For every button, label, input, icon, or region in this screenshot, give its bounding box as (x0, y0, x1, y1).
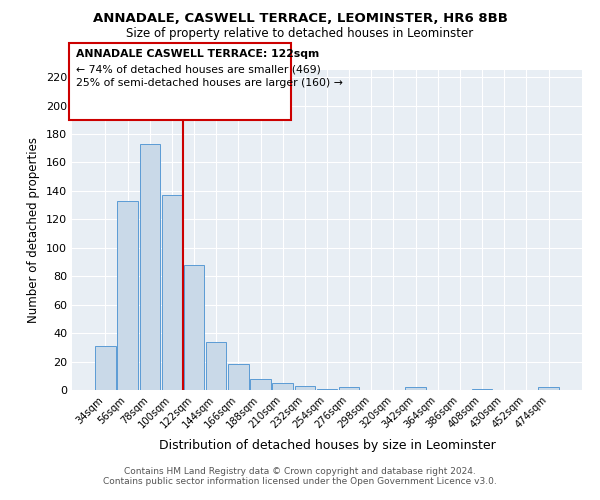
Bar (118, 201, 138, 390)
Y-axis label: Number of detached properties: Number of detached properties (28, 137, 40, 323)
Bar (95, 346, 116, 390)
X-axis label: Distribution of detached houses by size in Leominster: Distribution of detached houses by size … (158, 439, 496, 452)
Text: ANNADALE, CASWELL TERRACE, LEOMINSTER, HR6 8BB: ANNADALE, CASWELL TERRACE, LEOMINSTER, H… (92, 12, 508, 26)
Bar (184, 265, 204, 390)
Text: ANNADALE CASWELL TERRACE: 122sqm: ANNADALE CASWELL TERRACE: 122sqm (76, 49, 319, 59)
Bar (406, 387, 426, 390)
Bar (228, 364, 248, 390)
Text: Size of property relative to detached houses in Leominster: Size of property relative to detached ho… (127, 28, 473, 40)
Bar (250, 378, 271, 390)
Bar (140, 144, 160, 390)
Bar (317, 388, 337, 390)
Bar (206, 342, 226, 390)
Bar (472, 388, 493, 390)
Bar (295, 386, 315, 390)
Text: Contains HM Land Registry data © Crown copyright and database right 2024.: Contains HM Land Registry data © Crown c… (124, 467, 476, 476)
Bar (339, 387, 359, 390)
Text: Contains public sector information licensed under the Open Government Licence v3: Contains public sector information licen… (103, 477, 497, 486)
Text: ← 74% of detached houses are smaller (469): ← 74% of detached houses are smaller (46… (76, 64, 321, 74)
Bar (538, 387, 559, 390)
Bar (272, 383, 293, 390)
Text: 25% of semi-detached houses are larger (160) →: 25% of semi-detached houses are larger (… (76, 78, 343, 88)
Bar (161, 195, 182, 390)
